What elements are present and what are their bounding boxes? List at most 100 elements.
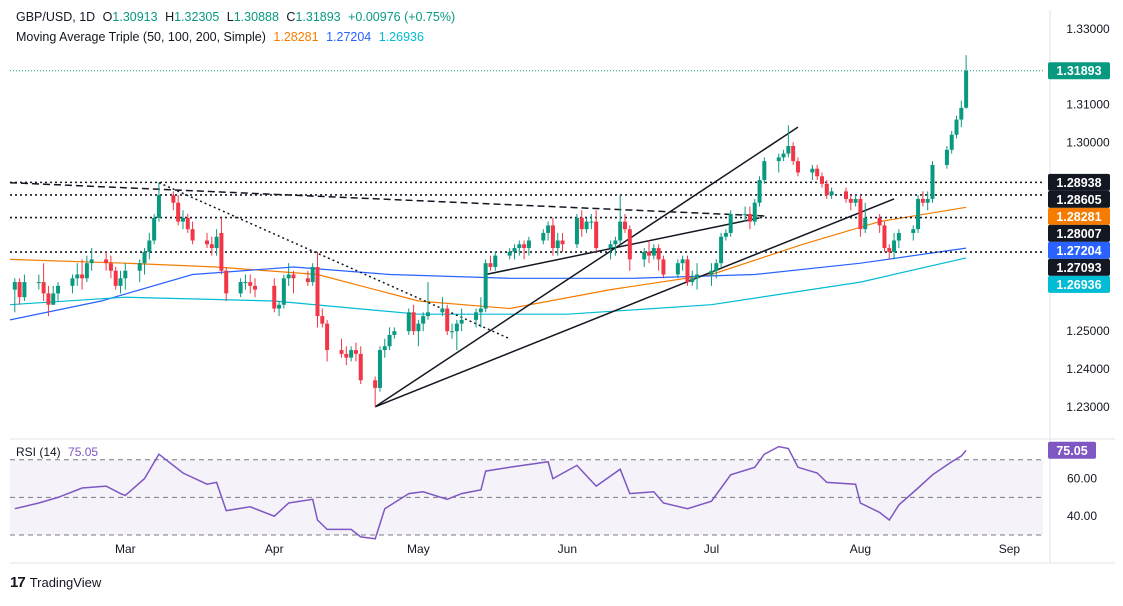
candle-body [618,221,623,241]
candle-body [964,70,969,108]
candle-body [786,146,791,154]
candle-body [353,350,358,354]
candle-body [709,270,714,275]
rsi-value-text: 75.05 [1056,444,1087,458]
candle-body [209,244,214,249]
candle-body [310,266,315,283]
candle-body [421,316,426,324]
candle-body [916,198,921,230]
candle-body [253,285,258,290]
price-tick-label: 1.24000 [1066,362,1110,376]
candle-body [219,232,224,271]
price-label-box: 1.28007 [1048,224,1110,242]
low-label: L [226,10,234,24]
price-label-text: 1.27204 [1056,244,1101,258]
candle-body [560,240,565,245]
candle-body [89,259,94,264]
price-tick-label: 1.30000 [1066,135,1110,149]
price-label-bg [1048,224,1110,242]
candle-body [459,319,464,324]
ma50-value: 1.28281 [273,30,319,44]
candle-body [358,353,363,381]
tradingview-logo-icon: 17 [10,574,26,591]
candle-body [450,331,455,333]
candle-body [387,334,392,347]
candle-body [690,278,695,283]
candle-body [944,149,949,165]
candle-body [17,282,22,298]
candle-body [180,217,185,222]
candle-body [608,244,613,249]
candle-body [661,259,666,275]
candle-body [858,198,863,230]
candle-body [123,270,128,279]
date-tick-label: Sep [999,542,1021,556]
rsi-value-box: 75.05 [1048,441,1096,459]
date-tick-label: Aug [850,542,871,556]
price-tick-label: 1.31000 [1066,97,1110,111]
tradingview-logo[interactable]: 17 TradingView [10,574,101,591]
candle-body [887,248,892,252]
rsi-value-bg [1048,441,1096,459]
price-label-box: 1.31893 [1048,62,1110,80]
candle-body [613,240,618,245]
candle-body [142,251,147,264]
symbol-label: GBP/USD, 1D [16,10,96,24]
ma200-value: 1.26936 [378,30,424,44]
candle-body [526,240,531,249]
change-value: +0.00976 (+0.75%) [348,10,456,24]
candle-body [642,251,647,260]
candle-body [104,259,109,264]
price-label-bg [1048,275,1110,293]
price-tick-label: 1.25000 [1066,324,1110,338]
candle-body [925,198,930,203]
candle-body [80,274,85,279]
ma-line [9,247,967,321]
candle-body [377,350,382,388]
price-tick-label: 1.23000 [1066,400,1110,414]
date-tick-label: Mar [115,542,136,556]
candle-body [176,202,181,222]
candle-body [675,263,680,275]
candle-body [445,308,450,332]
candle-body [795,161,800,173]
close-value: 1.31893 [295,10,341,24]
candle-body [954,119,959,135]
candle-body [22,282,27,298]
candle-body [791,146,796,162]
candle-body [152,217,157,241]
candle-body [56,285,61,294]
candle-body [478,308,483,313]
rsi-title: RSI (14) [16,445,61,459]
candle-body [171,195,176,203]
date-tick-label: May [407,542,430,556]
candle-body [848,198,853,203]
price-label-bg [1048,207,1110,225]
trendline [9,181,765,217]
candle-body [190,229,195,241]
price-label-box: 1.28938 [1048,173,1110,191]
candle-body [113,270,118,286]
candle-body [815,168,820,177]
candle-body [844,191,849,199]
candle-body [320,316,325,324]
candle-body [647,251,652,256]
candle-body [882,225,887,249]
close-label: C [286,10,296,24]
candle-body [474,312,479,320]
candle-body [541,232,546,241]
rsi-tick-label: 60.00 [1067,472,1097,486]
candle-body [507,251,512,256]
ma-title: Moving Average Triple (50, 100, 200, Sim… [16,30,266,44]
price-label-text: 1.26936 [1056,278,1101,292]
price-label-bg [1048,190,1110,208]
candle-body [723,232,728,237]
price-label-box: 1.27093 [1048,258,1110,276]
candle-body [695,274,700,279]
date-tick-label: Apr [265,542,284,556]
rsi-line [14,445,967,540]
candle-body [281,278,286,305]
price-tick-label: 1.33000 [1066,22,1110,36]
candle-body [277,304,282,309]
